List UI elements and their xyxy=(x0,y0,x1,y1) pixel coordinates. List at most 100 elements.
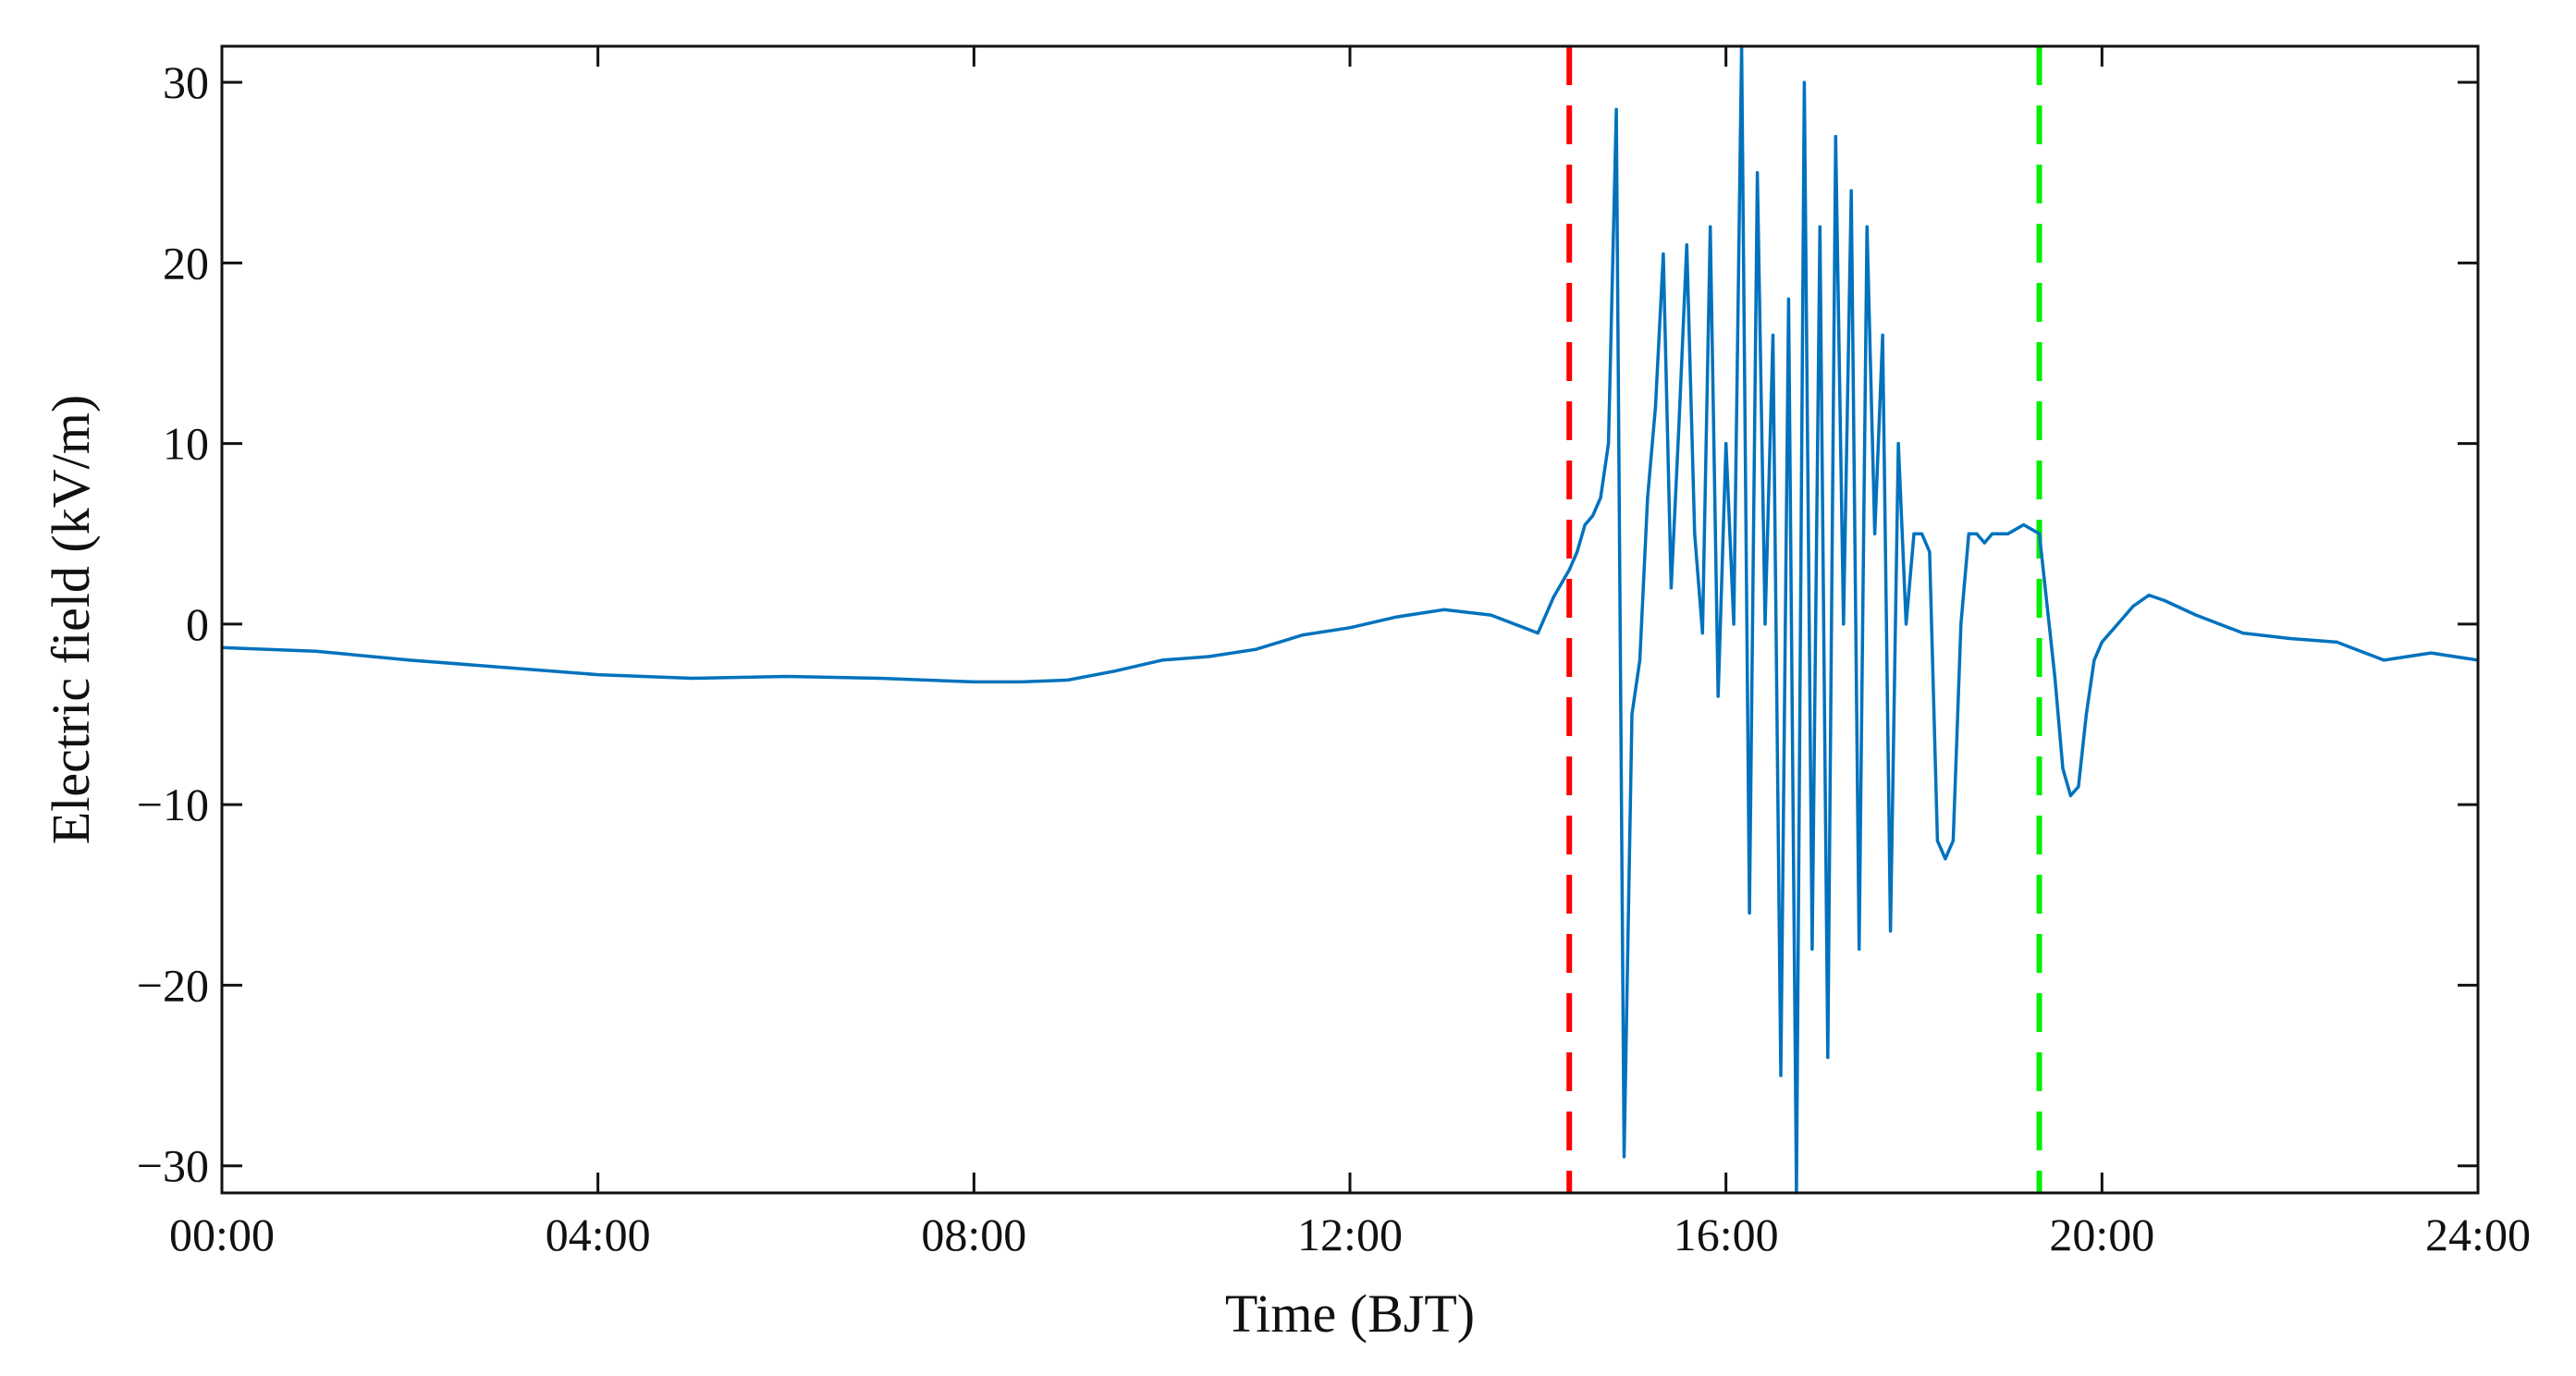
data-point xyxy=(1826,1055,1830,1060)
data-point xyxy=(1591,514,1595,518)
data-point xyxy=(1614,107,1618,111)
y-tick-label: 20 xyxy=(163,237,209,289)
data-point xyxy=(1991,532,1994,535)
data-point xyxy=(596,672,600,677)
data-point xyxy=(1771,333,1775,338)
data-point xyxy=(1716,694,1720,698)
data-point xyxy=(1959,622,1963,626)
y-tick-label: 30 xyxy=(163,56,209,108)
data-point xyxy=(1951,839,1955,842)
data-point xyxy=(408,658,411,662)
data-point xyxy=(1576,550,1579,554)
data-point xyxy=(1019,680,1023,683)
y-tick-label: −10 xyxy=(137,779,209,830)
data-point xyxy=(1066,678,1070,682)
data-point xyxy=(1967,532,1970,535)
data-point xyxy=(1583,522,1587,527)
data-point xyxy=(1567,568,1571,571)
series-layer xyxy=(220,44,2480,1195)
data-point xyxy=(1802,80,1806,84)
data-point xyxy=(1944,857,1947,861)
data-point xyxy=(1858,947,1861,951)
y-tick-label: −30 xyxy=(137,1140,209,1192)
data-point xyxy=(2429,651,2433,655)
axis-ticks: 00:00 04:00 08:00 12:00 16:00 20:00 24:00 −30 −2… xyxy=(137,46,2531,1260)
data-point xyxy=(2068,793,2073,797)
data-point xyxy=(1301,633,1305,637)
data-point xyxy=(1920,532,1924,535)
data-point xyxy=(2241,632,2245,635)
x-tick-label: 16:00 xyxy=(1674,1209,1779,1260)
data-point xyxy=(1254,647,1257,651)
x-tick-label: 00:00 xyxy=(169,1209,275,1260)
data-point xyxy=(1732,622,1736,626)
data-point xyxy=(1842,622,1846,626)
data-point xyxy=(1834,135,1837,139)
data-point xyxy=(314,649,318,653)
x-tick-label: 08:00 xyxy=(921,1209,1026,1260)
data-point xyxy=(2053,676,2057,681)
data-point xyxy=(1489,613,1493,617)
data-point xyxy=(2077,785,2080,789)
data-point xyxy=(1693,532,1697,535)
data-point xyxy=(1724,442,1728,446)
data-point xyxy=(2092,658,2096,662)
data-point xyxy=(1709,225,1712,228)
data-point xyxy=(972,680,975,683)
data-point xyxy=(1881,333,1884,338)
data-point xyxy=(784,674,788,679)
data-point xyxy=(1662,252,1665,256)
data-point xyxy=(1552,595,1555,599)
data-point xyxy=(1849,189,1853,192)
y-tick-label: 10 xyxy=(163,418,209,470)
x-tick-label: 12:00 xyxy=(1297,1209,1403,1260)
data-point xyxy=(1113,670,1117,673)
data-point xyxy=(1348,626,1352,630)
data-point xyxy=(502,666,506,670)
data-point xyxy=(1646,496,1650,499)
data-point xyxy=(2163,598,2166,603)
y-axis-label: Electric field (kV/m) xyxy=(41,395,101,844)
data-point xyxy=(1606,442,1611,446)
data-point xyxy=(1599,496,1602,499)
data-point xyxy=(2131,604,2135,608)
data-point xyxy=(1630,712,1634,717)
data-point xyxy=(1818,225,1822,228)
data-point xyxy=(1928,550,1932,554)
y-tick-label: −20 xyxy=(137,959,209,1011)
data-point xyxy=(1653,405,1658,410)
data-point xyxy=(1207,655,1211,658)
data-point xyxy=(690,676,693,681)
data-point xyxy=(1763,622,1767,626)
data-point xyxy=(1755,171,1760,175)
data-point xyxy=(2288,636,2292,641)
data-point xyxy=(2100,640,2104,645)
data-point xyxy=(1748,911,1751,915)
data-point xyxy=(1536,632,1539,635)
data-point xyxy=(1685,243,1688,247)
data-point xyxy=(1786,297,1791,301)
data-point xyxy=(1982,541,1986,545)
data-point xyxy=(1873,532,1877,535)
data-point xyxy=(1700,632,1704,635)
data-point xyxy=(2382,658,2386,662)
data-point xyxy=(1160,658,1164,662)
data-point xyxy=(2022,522,2026,527)
data-point xyxy=(1904,622,1908,626)
data-point xyxy=(2116,622,2119,626)
x-tick-label: 20:00 xyxy=(2049,1209,2154,1260)
data-point xyxy=(1888,929,1893,933)
data-point xyxy=(2335,640,2339,645)
data-point xyxy=(1810,947,1814,951)
data-point xyxy=(1896,442,1900,446)
data-point xyxy=(1669,586,1673,590)
x-axis-label: Time (BJT) xyxy=(1225,1284,1475,1344)
data-point xyxy=(2061,767,2065,770)
event-markers xyxy=(1566,46,2042,1193)
data-point xyxy=(1998,532,2002,535)
data-point xyxy=(2084,712,2088,717)
data-point xyxy=(1395,615,1399,619)
data-point xyxy=(1935,839,1940,842)
data-point xyxy=(2147,594,2151,597)
